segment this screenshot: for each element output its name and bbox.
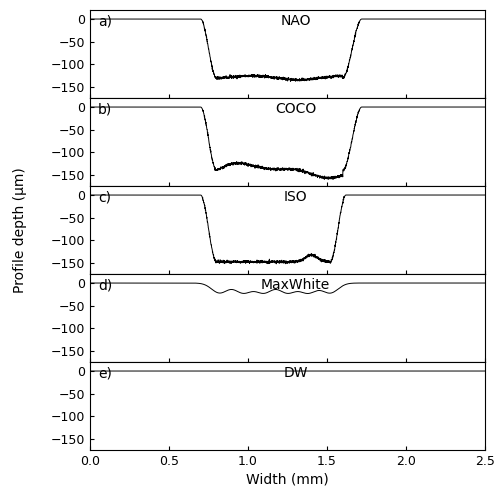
Text: Profile depth (μm): Profile depth (μm) (13, 167, 27, 293)
Text: MaxWhite: MaxWhite (261, 278, 330, 292)
Text: c): c) (98, 190, 111, 204)
Text: a): a) (98, 14, 112, 28)
Text: ISO: ISO (284, 190, 307, 204)
Text: DW: DW (283, 366, 308, 380)
Text: NAO: NAO (280, 14, 310, 28)
Text: e): e) (98, 366, 112, 380)
Text: d): d) (98, 278, 112, 292)
Text: COCO: COCO (275, 102, 316, 117)
X-axis label: Width (mm): Width (mm) (246, 472, 329, 486)
Text: b): b) (98, 102, 112, 117)
